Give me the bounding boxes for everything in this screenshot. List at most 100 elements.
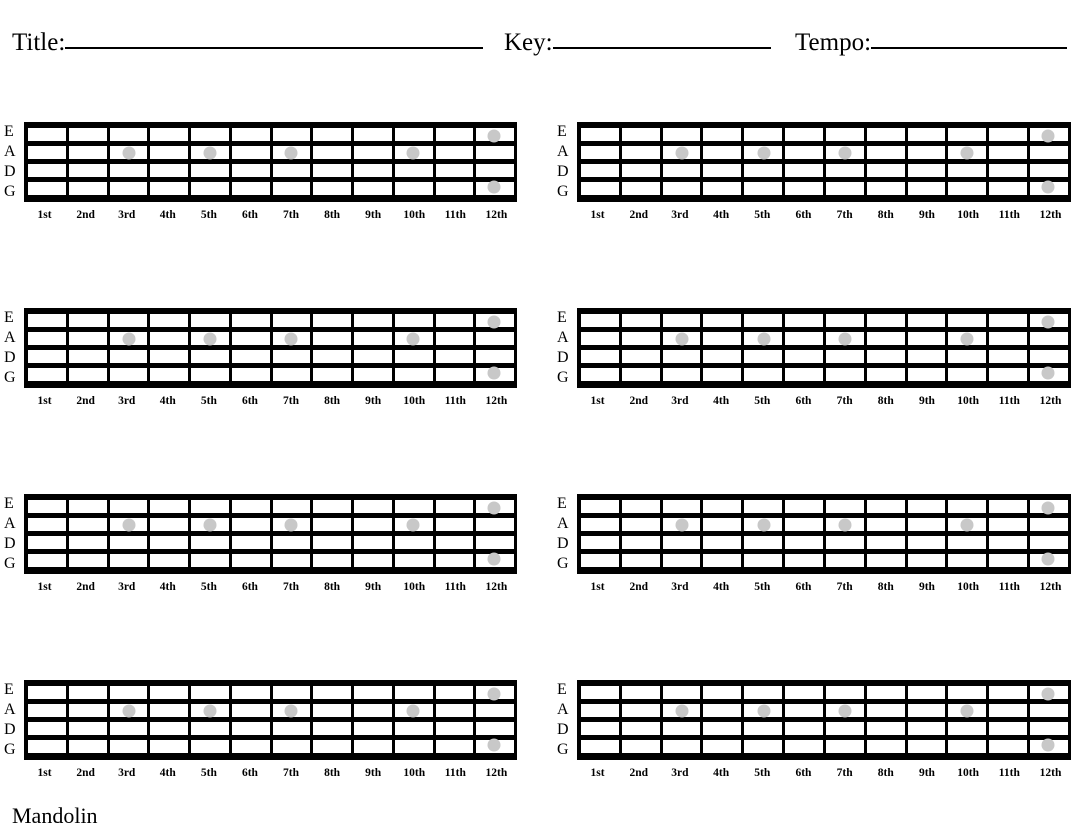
fret-number-label: 5th xyxy=(754,581,771,593)
fretboard-neck[interactable] xyxy=(24,122,517,202)
string-lane-d[interactable] xyxy=(28,535,514,553)
title-field[interactable]: Title: xyxy=(12,30,484,55)
string-label-g: G xyxy=(557,741,569,758)
string-lane-e[interactable] xyxy=(28,685,514,703)
string-lane-g[interactable] xyxy=(28,367,514,381)
string-lane-g[interactable] xyxy=(581,367,1068,381)
fret-number-label: 2nd xyxy=(629,395,649,407)
fret-number-label: 5th xyxy=(200,767,217,779)
fret-number-label: 7th xyxy=(836,581,853,593)
fret-number-label: 10th xyxy=(403,395,426,407)
fretboard-diagram[interactable]: E A D G 1st 2nd 3rd 4th 5th 6th 7th 8th 9th 10th 11th 1… xyxy=(553,304,1073,414)
fret-number-label: 9th xyxy=(918,395,935,407)
fretboard-neck[interactable] xyxy=(577,494,1071,574)
fret-number-label: 9th xyxy=(918,581,935,593)
string-lane-g[interactable] xyxy=(581,181,1068,195)
string-lane-e[interactable] xyxy=(28,499,514,517)
tempo-field-rule[interactable] xyxy=(871,47,1068,49)
fret-number-label: 4th xyxy=(159,395,176,407)
key-field-label: Key: xyxy=(504,29,553,56)
tempo-field[interactable]: Tempo: xyxy=(795,30,1068,55)
string-lane-d[interactable] xyxy=(581,721,1068,739)
fret-number-row: 1st 2nd 3rd 4th 5th 6th 7th 8th 9th 10th 11th 12th xyxy=(24,578,517,596)
string-label-a: A xyxy=(4,515,16,532)
fretboard-diagram[interactable]: E A D G 1st 2nd 3rd 4th 5th 6th 7th 8th 9th 10th 11th 1… xyxy=(0,118,520,228)
string-lane-a[interactable] xyxy=(28,331,514,349)
string-label-d: D xyxy=(557,535,569,552)
string-lane-d[interactable] xyxy=(28,721,514,739)
title-field-rule[interactable] xyxy=(65,47,484,49)
string-label-a: A xyxy=(4,701,16,718)
string-lane-d[interactable] xyxy=(581,349,1068,367)
string-lane-e[interactable] xyxy=(581,685,1068,703)
string-lanes xyxy=(28,313,514,381)
string-lanes xyxy=(28,127,514,195)
key-field[interactable]: Key: xyxy=(504,30,771,55)
fret-number-label: 9th xyxy=(365,767,382,779)
fretboard-diagram[interactable]: E A D G 1st 2nd 3rd 4th 5th 6th 7th 8th 9th 10th 11th 1… xyxy=(0,490,520,600)
string-lane-a[interactable] xyxy=(581,331,1068,349)
fret-number-label: 12th xyxy=(1039,209,1062,221)
string-lane-g[interactable] xyxy=(28,553,514,567)
fret-number-row: 1st 2nd 3rd 4th 5th 6th 7th 8th 9th 10th 11th 12th xyxy=(577,392,1071,410)
string-lane-g[interactable] xyxy=(581,553,1068,567)
fret-number-label: 8th xyxy=(877,767,894,779)
string-lane-g[interactable] xyxy=(581,739,1068,753)
string-label-a: A xyxy=(557,329,569,346)
fretboard-diagram[interactable]: E A D G 1st 2nd 3rd 4th 5th 6th 7th 8th 9th 10th 11th 1… xyxy=(553,118,1073,228)
string-lane-d[interactable] xyxy=(28,163,514,181)
fret-number-label: 10th xyxy=(957,209,979,221)
fret-number-label: 2nd xyxy=(76,209,95,221)
string-lane-e[interactable] xyxy=(581,127,1068,145)
string-lane-g[interactable] xyxy=(28,739,514,753)
fret-number-label: 3rd xyxy=(118,209,136,221)
string-lane-d[interactable] xyxy=(581,535,1068,553)
string-lane-a[interactable] xyxy=(581,145,1068,163)
key-field-rule[interactable] xyxy=(552,47,771,49)
fret-number-label: 3rd xyxy=(671,767,689,779)
fretboard-neck[interactable] xyxy=(577,122,1071,202)
string-lane-a[interactable] xyxy=(581,517,1068,535)
string-label-a: A xyxy=(4,143,16,160)
fret-number-label: 1st xyxy=(37,581,52,593)
fret-number-label: 5th xyxy=(754,767,771,779)
string-lane-e[interactable] xyxy=(581,499,1068,517)
fret-number-label: 3rd xyxy=(671,209,689,221)
fretboard-neck[interactable] xyxy=(24,494,517,574)
string-lane-a[interactable] xyxy=(28,145,514,163)
fretboard-neck[interactable] xyxy=(577,680,1071,760)
fretboard-diagram[interactable]: E A D G 1st 2nd 3rd 4th 5th 6th 7th 8th 9th 10th 11th 1… xyxy=(553,676,1073,786)
fret-number-label: 2nd xyxy=(629,209,649,221)
fretboard-neck[interactable] xyxy=(24,680,517,760)
fret-number-label: 7th xyxy=(283,395,299,407)
string-label-g: G xyxy=(4,741,16,758)
fretboard-grid: E A D G 1st 2nd 3rd 4th 5th 6th 7th 8th 9th 10th 11th 1… xyxy=(0,118,1080,835)
fret-number-label: 4th xyxy=(713,209,730,221)
string-label-e: E xyxy=(4,309,14,326)
fret-number-label: 11th xyxy=(444,581,466,593)
fret-number-label: 6th xyxy=(241,581,258,593)
string-lane-a[interactable] xyxy=(28,517,514,535)
header-fields: Title: Key: Tempo: xyxy=(0,30,1080,70)
fret-number-label: 12th xyxy=(1039,395,1062,407)
fret-number-label: 11th xyxy=(998,581,1020,593)
fret-number-label: 7th xyxy=(283,767,299,779)
string-lane-a[interactable] xyxy=(28,703,514,721)
string-lane-d[interactable] xyxy=(28,349,514,367)
fretboard-neck[interactable] xyxy=(577,308,1071,388)
fret-number-label: 5th xyxy=(200,395,217,407)
fretboard-diagram[interactable]: E A D G 1st 2nd 3rd 4th 5th 6th 7th 8th 9th 10th 11th 1… xyxy=(0,676,520,786)
fretboard-neck[interactable] xyxy=(24,308,517,388)
fret-number-label: 7th xyxy=(283,209,299,221)
string-lane-a[interactable] xyxy=(581,703,1068,721)
string-lane-d[interactable] xyxy=(581,163,1068,181)
fretboard-diagram[interactable]: E A D G 1st 2nd 3rd 4th 5th 6th 7th 8th 9th 10th 11th 1… xyxy=(0,304,520,414)
string-lane-e[interactable] xyxy=(28,313,514,331)
string-lane-e[interactable] xyxy=(581,313,1068,331)
fretboard-diagram[interactable]: E A D G 1st 2nd 3rd 4th 5th 6th 7th 8th 9th 10th 11th 1… xyxy=(553,490,1073,600)
string-lane-g[interactable] xyxy=(28,181,514,195)
string-lane-e[interactable] xyxy=(28,127,514,145)
